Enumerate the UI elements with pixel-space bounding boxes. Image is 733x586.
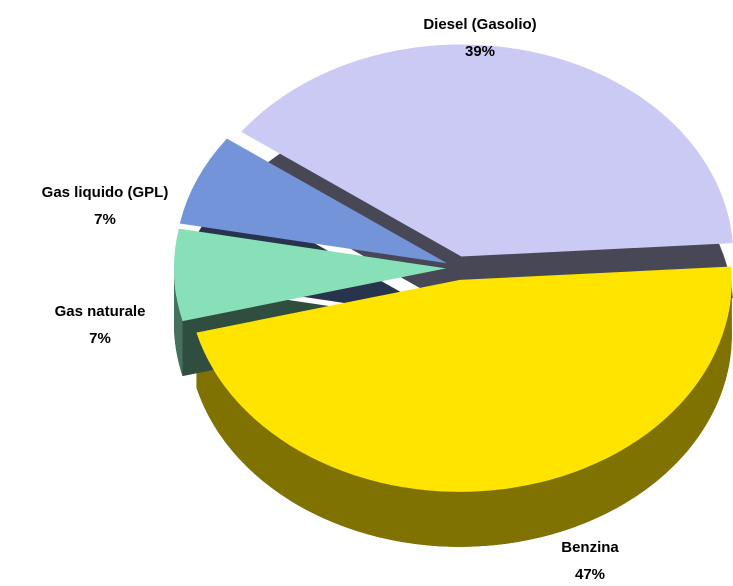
pie-slice — [179, 138, 447, 264]
slice-label: Benzina — [561, 539, 619, 556]
slice-value-label: 7% — [94, 211, 116, 228]
slice-tops — [174, 44, 733, 492]
slice-value-label: 47% — [575, 566, 605, 583]
pie-slice — [241, 44, 733, 257]
slice-wall — [196, 279, 732, 547]
pie-slice — [196, 266, 732, 492]
pie-slice — [174, 228, 447, 322]
slice-label: Gas liquido (GPL) — [42, 184, 169, 201]
slice-value-label: 7% — [89, 330, 111, 347]
slice-wall — [174, 268, 183, 377]
slice-value-label: 39% — [465, 43, 495, 60]
slice-label: Gas naturale — [55, 303, 146, 320]
slice-label: Diesel (Gasolio) — [423, 16, 536, 33]
